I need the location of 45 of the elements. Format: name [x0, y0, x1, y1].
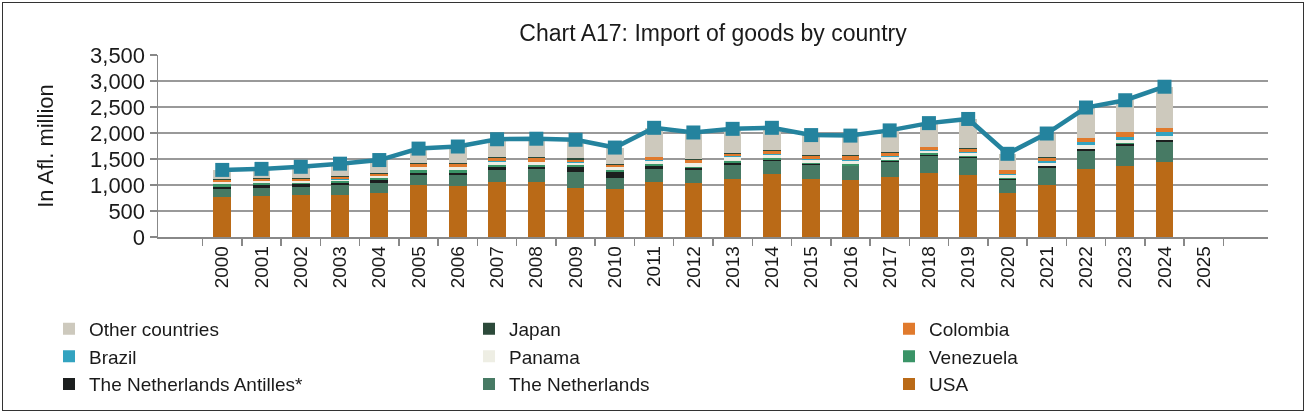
y-tick-label: 1,500 [90, 146, 146, 172]
x-tick-label: 2024 [1153, 245, 1175, 289]
x-tick-label: 2016 [839, 246, 861, 289]
legend-label: USA [929, 374, 969, 396]
y-tick-label: 1,000 [90, 172, 146, 198]
legend-label: Colombia [929, 319, 1010, 341]
x-tick-label: 2017 [878, 246, 900, 289]
x-tick-label: 2015 [800, 246, 822, 289]
x-tick-label: 2000 [211, 246, 233, 289]
x-tick-label: 2014 [761, 245, 783, 289]
x-tick-label: 2023 [1114, 246, 1136, 289]
x-tick-label: 2006 [446, 246, 468, 289]
x-tick-label: 2004 [368, 245, 390, 289]
x-tick-label: 2003 [329, 246, 351, 289]
x-tick-label: 2010 [604, 246, 626, 289]
x-tick-label: 2025 [1192, 246, 1214, 289]
x-tick-label: 2001 [250, 246, 272, 289]
x-tick-label: 2009 [564, 246, 586, 289]
legend-label: The Netherlands [509, 374, 650, 396]
chart-title: Chart A17: Import of goods by country [519, 20, 908, 47]
x-tick-label: 2019 [957, 246, 979, 289]
x-tick-label: 2008 [525, 246, 547, 289]
y-tick-label: 3,500 [90, 42, 146, 68]
x-tick-label: 2011 [643, 246, 665, 287]
y-tick-label: 3,000 [90, 68, 146, 94]
legend-label: The Netherlands Antilles* [89, 374, 303, 396]
y-tick-label: 0 [132, 224, 146, 250]
x-tick-label: 2022 [1075, 246, 1097, 289]
y-tick-label: 2,000 [90, 120, 146, 146]
x-tick-label: 2018 [918, 246, 940, 289]
legend-label: Venezuela [929, 346, 1019, 368]
legend-label: Japan [509, 319, 561, 341]
legend-label: Brazil [89, 346, 137, 368]
y-axis-title: In Afl. million [33, 84, 59, 208]
y-tick-label: 2,500 [90, 94, 146, 120]
y-tick-label: 500 [108, 198, 146, 224]
legend-label: Panama [509, 346, 581, 368]
x-tick-label: 2020 [996, 246, 1018, 289]
x-tick-label: 2021 [1035, 246, 1057, 289]
x-tick-label: 2007 [486, 246, 508, 289]
x-tick-label: 2005 [407, 246, 429, 289]
x-tick-label: 2002 [289, 246, 311, 289]
x-tick-label: 2012 [682, 246, 704, 289]
x-tick-label: 2013 [721, 246, 743, 289]
legend-label: Other countries [89, 319, 219, 341]
